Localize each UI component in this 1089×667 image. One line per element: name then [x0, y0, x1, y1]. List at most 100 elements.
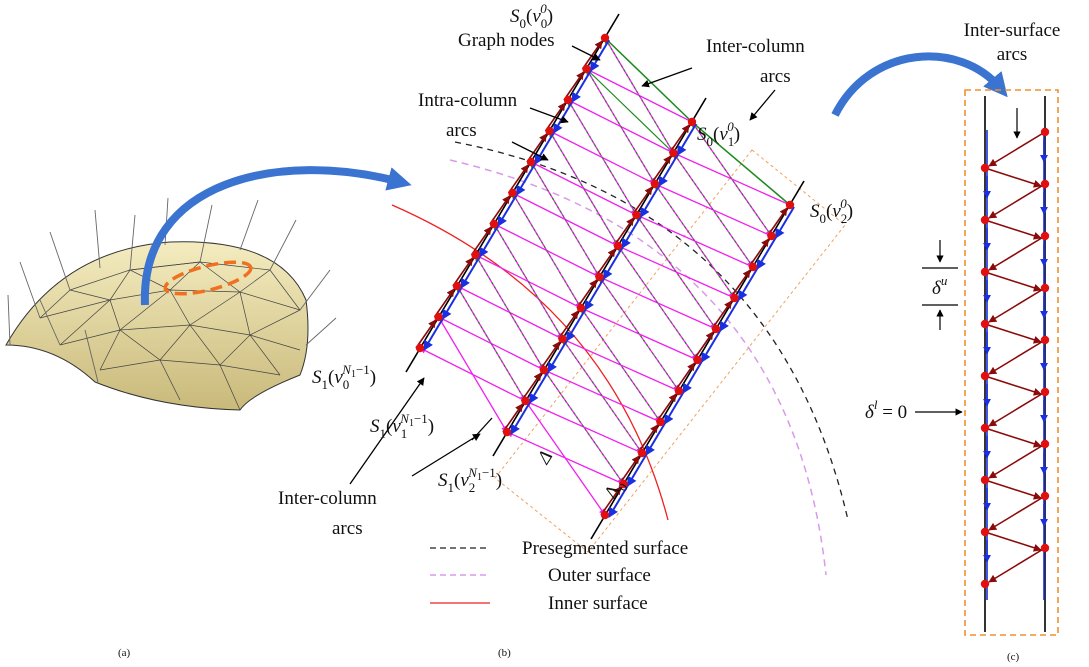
- inter-surface-arc: [989, 392, 1045, 426]
- graph-node: [508, 189, 516, 197]
- graph-node: [527, 158, 535, 166]
- graph-node: [656, 418, 664, 426]
- graph-node: [981, 424, 989, 432]
- legend-label: Inner surface: [548, 593, 648, 614]
- label-part: ): [547, 6, 553, 27]
- label: Inter-column: [278, 488, 377, 509]
- label-part: 2: [469, 480, 476, 495]
- graph-node: [981, 164, 989, 172]
- graph-node: [1041, 492, 1049, 500]
- graph-node: [540, 366, 548, 374]
- graph-node: [669, 149, 677, 157]
- graph-node: [577, 304, 585, 312]
- inter-surface-arc: [985, 428, 1041, 446]
- label: Inter-surface: [964, 20, 1061, 41]
- graph-node: [1041, 284, 1049, 292]
- graph-node: [981, 580, 989, 588]
- superscript: u: [941, 273, 948, 288]
- label-part: S: [370, 416, 380, 437]
- graph-node: [1041, 232, 1049, 240]
- graph-node: [545, 127, 553, 135]
- label: Graph nodes: [458, 30, 555, 51]
- graph-node: [981, 268, 989, 276]
- graph-node: [712, 325, 720, 333]
- inter-column-arc: [605, 38, 692, 122]
- node-label: S1(v2N1−1): [438, 465, 502, 495]
- graph-node: [767, 232, 775, 240]
- text: = 0: [877, 402, 907, 423]
- label-part: −1: [482, 465, 496, 480]
- label-part: S: [697, 124, 707, 145]
- label-part: S: [510, 6, 520, 27]
- flow-arrow: [835, 56, 1000, 115]
- dome-mesh: [6, 198, 336, 410]
- delta-u: δu: [932, 273, 948, 299]
- graph-node: [651, 180, 659, 188]
- graph-node: [490, 220, 498, 228]
- caption: (b): [498, 647, 511, 659]
- graph-node: [453, 282, 461, 290]
- graph-node: [1041, 440, 1049, 448]
- graph-node: [614, 242, 622, 250]
- label-part: S: [438, 470, 448, 491]
- graph-node: [688, 118, 696, 126]
- graph-node: [981, 320, 989, 328]
- node-label: S0(v20): [810, 196, 853, 226]
- graph-node: [521, 397, 529, 405]
- graph-node: [434, 313, 442, 321]
- inter-surface-arc: [985, 220, 1041, 238]
- label-part: −1: [414, 411, 428, 426]
- graph-node: [638, 449, 646, 457]
- graph-node: [564, 96, 572, 104]
- graph-node: [675, 387, 683, 395]
- label-part: ): [428, 416, 434, 437]
- inter-surface-arc: [985, 168, 1041, 186]
- label: Intra-column: [418, 90, 518, 111]
- graph-node: [1041, 544, 1049, 552]
- column-pair: [981, 96, 1049, 632]
- graph-node: [558, 335, 566, 343]
- label-part: −1: [356, 362, 370, 377]
- graph-node: [601, 511, 609, 519]
- graph-node: [595, 273, 603, 281]
- inter-surface-arc: [985, 324, 1041, 342]
- label: arcs: [760, 66, 791, 87]
- inter-surface-arc: [985, 480, 1041, 498]
- inter-surface-arc: [989, 496, 1045, 530]
- graph-node: [693, 356, 701, 364]
- node-label: S1(v1N1−1): [370, 411, 434, 441]
- graph-node: [981, 476, 989, 484]
- legend-label: Presegmented surface: [522, 538, 688, 559]
- delta: Δ: [533, 447, 557, 468]
- label-part: ): [847, 201, 853, 222]
- graph-node: [416, 344, 424, 352]
- label-part: ): [496, 470, 502, 491]
- label-part: 0: [343, 377, 350, 392]
- graph-node: [471, 251, 479, 259]
- legend: Presegmented surface Outer surface Inner…: [430, 538, 688, 614]
- label-part: S: [810, 201, 820, 222]
- delta-l: δl = 0: [865, 397, 907, 423]
- graph-node: [981, 372, 989, 380]
- graph-node: [601, 34, 609, 42]
- graph-node: [582, 65, 590, 73]
- graph-node: [1041, 388, 1049, 396]
- inter-surface-arc: [989, 288, 1045, 322]
- graph-node: [730, 294, 738, 302]
- inter-surface-arc: [989, 184, 1045, 218]
- symbol: Δ: [533, 447, 557, 468]
- graph-node: [1041, 336, 1049, 344]
- node-label: S0(v00): [510, 1, 553, 31]
- inter-surface-arc: [985, 376, 1041, 394]
- inter-surface-arc: [989, 340, 1045, 374]
- caption: (c): [1007, 651, 1020, 663]
- graph-node: [981, 528, 989, 536]
- label: Inter-column: [706, 36, 805, 57]
- inter-surface-arc: [985, 532, 1041, 550]
- label-part: 1: [401, 426, 408, 441]
- label: arcs: [446, 120, 477, 141]
- inter-surface-arc: [989, 548, 1045, 582]
- graph-node: [503, 428, 511, 436]
- label-part: ): [370, 367, 376, 388]
- graph-node: [632, 211, 640, 219]
